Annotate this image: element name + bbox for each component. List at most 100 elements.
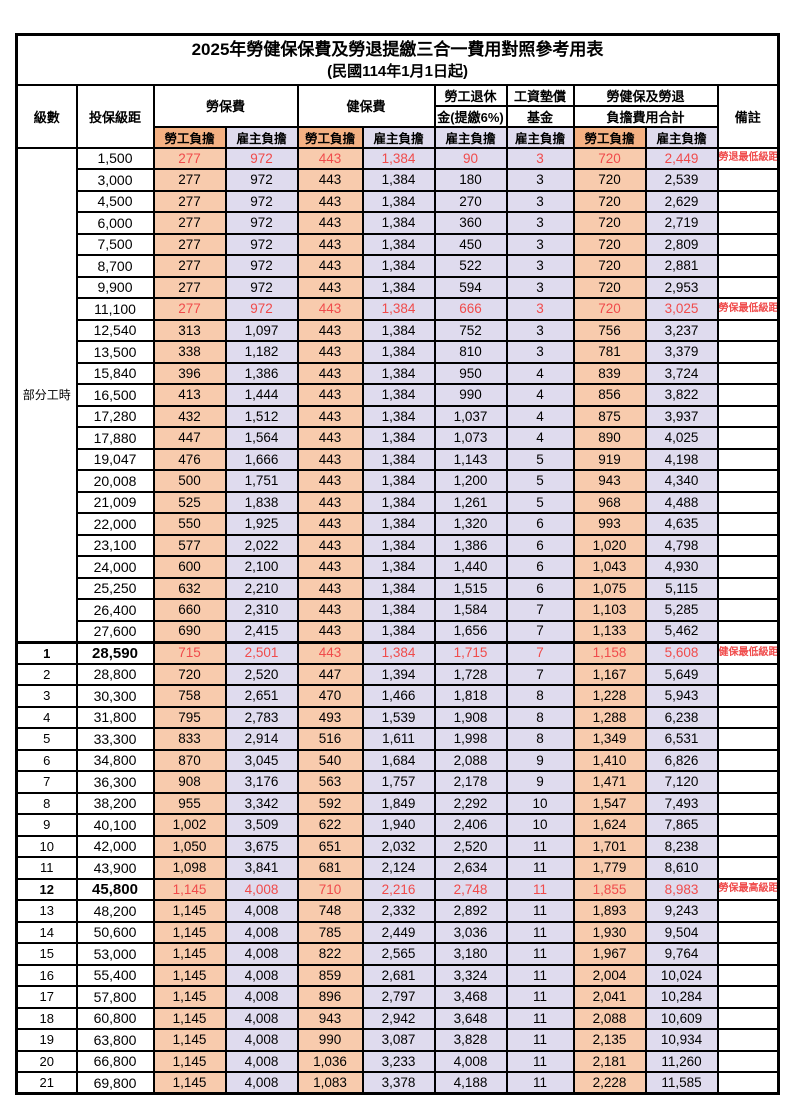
value-cell: 2,310 [224,598,299,622]
col-header-level: 級數 [15,83,78,149]
value-cell: 2,004 [572,963,647,987]
value-cell: 1,410 [572,748,647,772]
bracket-cell: 57,800 [75,985,155,1009]
table-row: 5 33,300 833 2,914 516 1,611 1,998 8 1,349 6,531 [15,727,780,751]
value-cell: 1,384 [361,383,436,407]
subheader-total-employer: 雇主負擔 [644,125,719,149]
value-cell: 1,728 [433,662,508,686]
value-cell: 1,145 [152,963,227,987]
value-cell: 1,384 [361,404,436,428]
value-cell: 756 [572,318,647,342]
remark-cell [716,705,780,729]
value-cell: 4,188 [433,1071,508,1095]
value-cell: 3,324 [433,963,508,987]
value-cell: 443 [296,426,364,450]
value-cell: 1,539 [361,705,436,729]
table-row: 10 42,000 1,050 3,675 651 2,032 2,520 11 1,701 8,… [15,834,780,858]
value-cell: 2,881 [644,254,719,278]
value-cell: 2,783 [224,705,299,729]
value-cell: 4,008 [224,963,299,987]
table-row: 20 66,800 1,145 4,008 1,036 3,233 4,008 11 2,181… [15,1049,780,1073]
value-cell: 11 [505,963,575,987]
value-cell: 781 [572,340,647,364]
value-cell: 443 [296,512,364,536]
value-cell: 1,656 [433,619,508,643]
value-cell: 11 [505,1071,575,1095]
value-cell: 9 [505,748,575,772]
level-cell: 7 [15,770,78,794]
bracket-cell: 31,800 [75,705,155,729]
value-cell: 1,564 [224,426,299,450]
level-cell: 19 [15,1028,78,1052]
value-cell: 622 [296,813,364,837]
bracket-cell: 7,500 [75,232,155,256]
value-cell: 5,462 [644,619,719,643]
value-cell: 1,145 [152,942,227,966]
value-cell: 3,176 [224,770,299,794]
remark-cell [716,1071,780,1095]
value-cell: 4,198 [644,447,719,471]
value-cell: 810 [433,340,508,364]
value-cell: 443 [296,340,364,364]
value-cell: 720 [572,146,647,170]
value-cell: 443 [296,211,364,235]
bracket-cell: 20,008 [75,469,155,493]
value-cell: 470 [296,684,364,708]
table-row: 26,400 660 2,310 443 1,384 1,584 7 1,103 5,285 [17,598,780,622]
remark-cell [716,920,780,944]
bracket-cell: 38,200 [75,791,155,815]
value-cell: 8 [505,684,575,708]
value-cell: 1,384 [361,533,436,557]
bracket-cell: 16,500 [75,383,155,407]
value-cell: 839 [572,361,647,385]
value-cell: 4,008 [224,1071,299,1095]
value-cell: 360 [433,211,508,235]
value-cell: 443 [296,361,364,385]
col-header-wage-fund-line1: 工資墊償 [505,83,575,107]
value-cell: 9,243 [644,899,719,923]
remark-cell [716,318,780,342]
value-cell: 3,468 [433,985,508,1009]
table-body: 部分工時 1,500 277 972 443 1,384 90 3 720 2,449 勞退最低級距… [15,146,780,1095]
value-cell: 990 [296,1028,364,1052]
level-cell: 2 [15,662,78,686]
value-cell: 4,008 [224,1006,299,1030]
value-cell: 856 [572,383,647,407]
value-cell: 2,100 [224,555,299,579]
value-cell: 4 [505,383,575,407]
value-cell: 3,828 [433,1028,508,1052]
remark-cell [716,168,780,192]
value-cell: 1,349 [572,727,647,751]
value-cell: 859 [296,963,364,987]
table-row: 16 55,400 1,145 4,008 859 2,681 3,324 11 2,004 10… [15,963,780,987]
value-cell: 2,914 [224,727,299,751]
value-cell: 7 [505,640,575,665]
value-cell: 1,083 [296,1071,364,1095]
value-cell: 1,666 [224,447,299,471]
value-cell: 972 [224,146,299,170]
value-cell: 870 [152,748,227,772]
value-cell: 3,036 [433,920,508,944]
value-cell: 3,379 [644,340,719,364]
table-row: 13 48,200 1,145 4,008 748 2,332 2,892 11 1,893 9,… [15,899,780,923]
value-cell: 9,504 [644,920,719,944]
value-cell: 1,036 [296,1049,364,1073]
value-cell: 1,384 [361,598,436,622]
value-cell: 1,228 [572,684,647,708]
value-cell: 2,292 [433,791,508,815]
table-row: 15,840 396 1,386 443 1,384 950 4 839 3,724 [17,361,780,385]
fee-reference-table: 2025年勞健保保費及勞退提繳三合一費用對照參考用表 (民國114年1月1日起)… [15,33,781,1095]
value-cell: 313 [152,318,227,342]
value-cell: 972 [224,168,299,192]
remark-cell [716,770,780,794]
bracket-cell: 11,100 [75,297,155,321]
value-cell: 1,384 [361,232,436,256]
value-cell: 1,384 [361,426,436,450]
value-cell: 9 [505,770,575,794]
value-cell: 2,210 [224,576,299,600]
value-cell: 550 [152,512,227,536]
value-cell: 3 [505,318,575,342]
value-cell: 3,822 [644,383,719,407]
col-header-labor-fee: 勞保費 [152,83,299,128]
value-cell: 1,624 [572,813,647,837]
